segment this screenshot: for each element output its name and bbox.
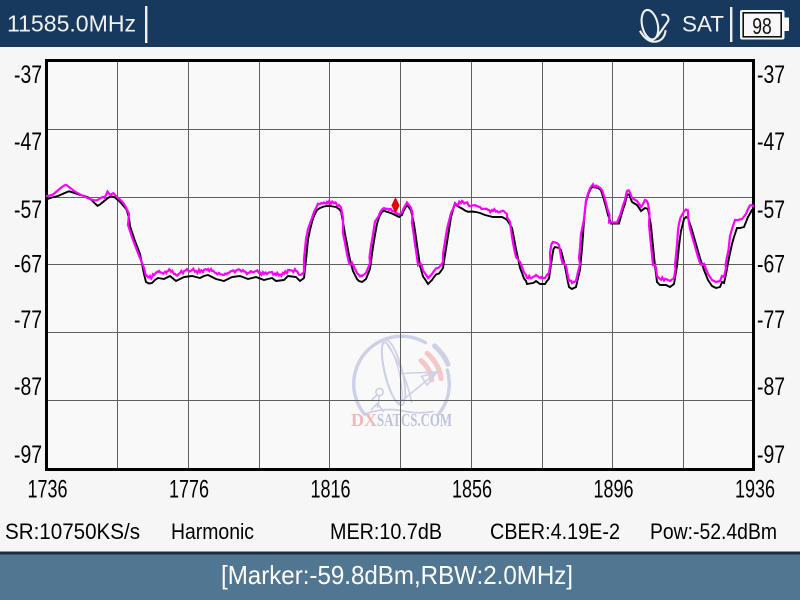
svg-text:SATCS.COM: SATCS.COM	[377, 410, 452, 430]
svg-text:11585.0MHz: 11585.0MHz	[7, 11, 136, 37]
svg-text:-67: -67	[14, 251, 42, 279]
svg-text:-57: -57	[757, 196, 785, 224]
svg-text:SAT: SAT	[682, 12, 724, 37]
svg-text:MER:10.7dB: MER:10.7dB	[330, 519, 442, 544]
svg-text:1896: 1896	[594, 476, 634, 504]
svg-text:[Marker:-59.8dBm,RBW:2.0MHz]: [Marker:-59.8dBm,RBW:2.0MHz]	[221, 560, 573, 590]
svg-text:Harmonic: Harmonic	[171, 519, 254, 544]
svg-text:-47: -47	[14, 128, 42, 156]
svg-text:98: 98	[752, 13, 772, 39]
svg-text:-77: -77	[757, 306, 785, 334]
svg-text:-67: -67	[757, 251, 785, 279]
svg-text:-47: -47	[757, 128, 785, 156]
svg-text:1776: 1776	[169, 476, 209, 504]
svg-text:-97: -97	[14, 441, 42, 469]
svg-text:1816: 1816	[311, 476, 351, 504]
svg-text:Pow:-52.4dBm: Pow:-52.4dBm	[650, 519, 777, 544]
svg-text:-57: -57	[14, 196, 42, 224]
svg-text:-97: -97	[757, 441, 785, 469]
svg-text:1736: 1736	[28, 476, 68, 504]
svg-text:1936: 1936	[735, 476, 775, 504]
svg-text:1856: 1856	[452, 476, 492, 504]
svg-text:-87: -87	[757, 373, 785, 401]
svg-text:-77: -77	[14, 306, 42, 334]
svg-text:-37: -37	[757, 61, 785, 89]
svg-text:SR:10750KS/s: SR:10750KS/s	[5, 519, 140, 544]
svg-text:DX: DX	[351, 410, 377, 430]
svg-text:CBER:4.19E-2: CBER:4.19E-2	[490, 519, 620, 544]
svg-text:-87: -87	[14, 373, 42, 401]
svg-text:-37: -37	[14, 61, 42, 89]
